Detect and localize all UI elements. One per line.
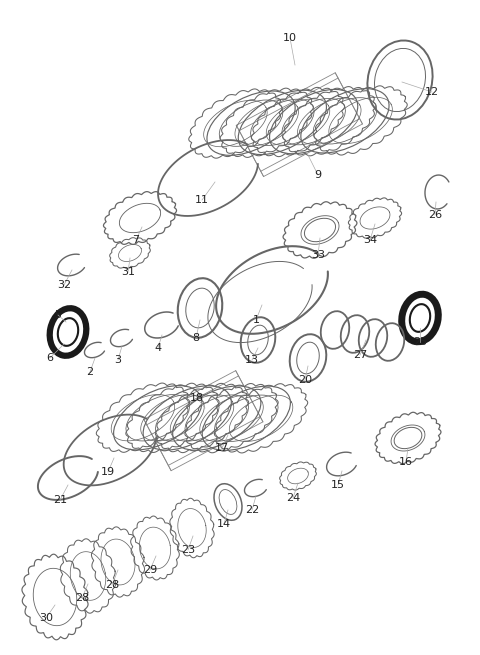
Text: 8: 8 <box>192 333 200 343</box>
Text: 14: 14 <box>217 519 231 529</box>
Text: 29: 29 <box>143 565 157 575</box>
Text: 33: 33 <box>311 250 325 260</box>
Text: 21: 21 <box>53 495 67 505</box>
Text: 6: 6 <box>47 353 53 363</box>
Text: 17: 17 <box>215 443 229 453</box>
Text: 25: 25 <box>413 337 427 347</box>
Text: 27: 27 <box>353 350 367 360</box>
Text: 28: 28 <box>105 580 119 590</box>
Text: 23: 23 <box>181 545 195 555</box>
Text: 10: 10 <box>283 33 297 43</box>
Text: 18: 18 <box>190 393 204 403</box>
Text: 32: 32 <box>57 280 71 290</box>
Text: 7: 7 <box>132 235 140 245</box>
Text: 12: 12 <box>425 87 439 97</box>
Text: 4: 4 <box>155 343 162 353</box>
Text: 9: 9 <box>314 170 322 180</box>
Text: 2: 2 <box>86 367 94 377</box>
Text: 24: 24 <box>286 493 300 503</box>
Text: 3: 3 <box>115 355 121 365</box>
Text: 20: 20 <box>298 375 312 385</box>
Text: 19: 19 <box>101 467 115 477</box>
Text: 11: 11 <box>195 195 209 205</box>
Text: 30: 30 <box>39 613 53 623</box>
Text: 13: 13 <box>245 355 259 365</box>
Text: 22: 22 <box>245 505 259 515</box>
Text: 34: 34 <box>363 235 377 245</box>
Text: 15: 15 <box>331 480 345 490</box>
Text: 1: 1 <box>252 315 260 325</box>
Text: 28: 28 <box>75 593 89 603</box>
Text: 5: 5 <box>55 310 61 320</box>
Text: 16: 16 <box>399 457 413 467</box>
Text: 26: 26 <box>428 210 442 220</box>
Text: 31: 31 <box>121 267 135 277</box>
